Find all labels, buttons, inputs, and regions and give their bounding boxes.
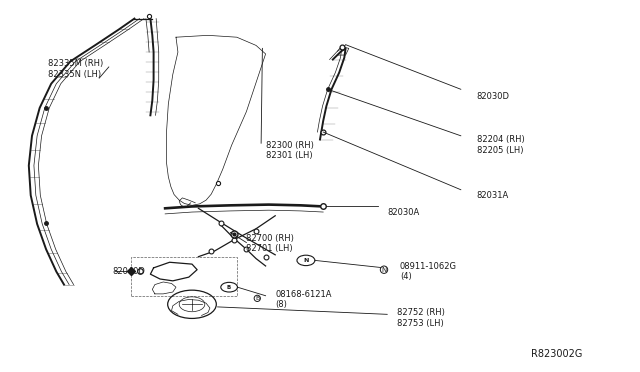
Text: B: B [227,285,231,290]
Text: 82040D: 82040D [112,267,145,276]
Text: 82300 (RH)
82301 (LH): 82300 (RH) 82301 (LH) [266,141,314,160]
Text: 08168-6121A
(8): 08168-6121A (8) [275,290,332,309]
Text: 82030A: 82030A [387,208,419,217]
Text: B: B [255,296,259,301]
Text: R823002G: R823002G [531,349,582,359]
Text: N: N [381,267,387,273]
Text: 82204 (RH)
82205 (LH): 82204 (RH) 82205 (LH) [477,135,525,155]
Text: 82030D: 82030D [477,92,510,101]
Text: 82752 (RH)
82753 (LH): 82752 (RH) 82753 (LH) [397,308,445,328]
Text: 82335M (RH)
82335N (LH): 82335M (RH) 82335N (LH) [48,59,103,78]
Text: 82700 (RH)
82701 (LH): 82700 (RH) 82701 (LH) [246,234,294,253]
Text: 82031A: 82031A [477,191,509,200]
Text: N: N [303,258,308,263]
Text: 08911-1062G
(4): 08911-1062G (4) [400,262,457,281]
